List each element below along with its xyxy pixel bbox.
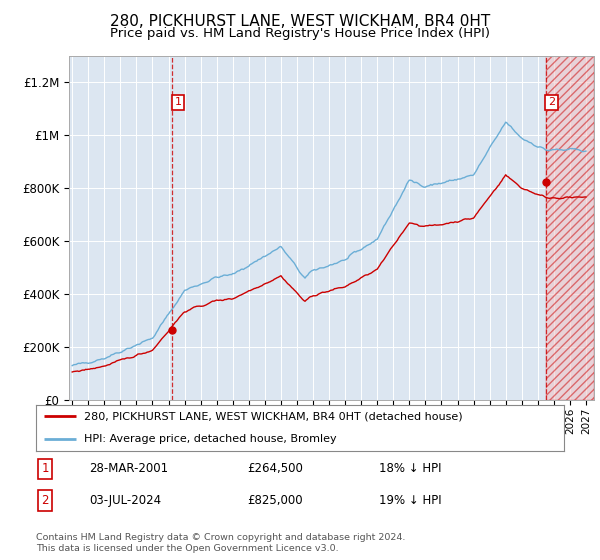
Text: 1: 1 [175, 97, 182, 108]
Text: £264,500: £264,500 [247, 462, 303, 475]
Text: Contains HM Land Registry data © Crown copyright and database right 2024.
This d: Contains HM Land Registry data © Crown c… [36, 533, 406, 553]
Text: Price paid vs. HM Land Registry's House Price Index (HPI): Price paid vs. HM Land Registry's House … [110, 27, 490, 40]
Text: 1: 1 [41, 462, 49, 475]
Text: 18% ↓ HPI: 18% ↓ HPI [379, 462, 442, 475]
Text: 280, PICKHURST LANE, WEST WICKHAM, BR4 0HT (detached house): 280, PICKHURST LANE, WEST WICKHAM, BR4 0… [83, 412, 462, 421]
Text: 03-JUL-2024: 03-JUL-2024 [89, 494, 161, 507]
Text: 28-MAR-2001: 28-MAR-2001 [89, 462, 168, 475]
Text: 2: 2 [548, 97, 556, 108]
Text: 19% ↓ HPI: 19% ↓ HPI [379, 494, 442, 507]
Text: 280, PICKHURST LANE, WEST WICKHAM, BR4 0HT: 280, PICKHURST LANE, WEST WICKHAM, BR4 0… [110, 14, 490, 29]
Text: £825,000: £825,000 [247, 494, 303, 507]
Text: 2: 2 [41, 494, 49, 507]
Bar [546, 56, 594, 400]
Text: HPI: Average price, detached house, Bromley: HPI: Average price, detached house, Brom… [83, 435, 336, 444]
